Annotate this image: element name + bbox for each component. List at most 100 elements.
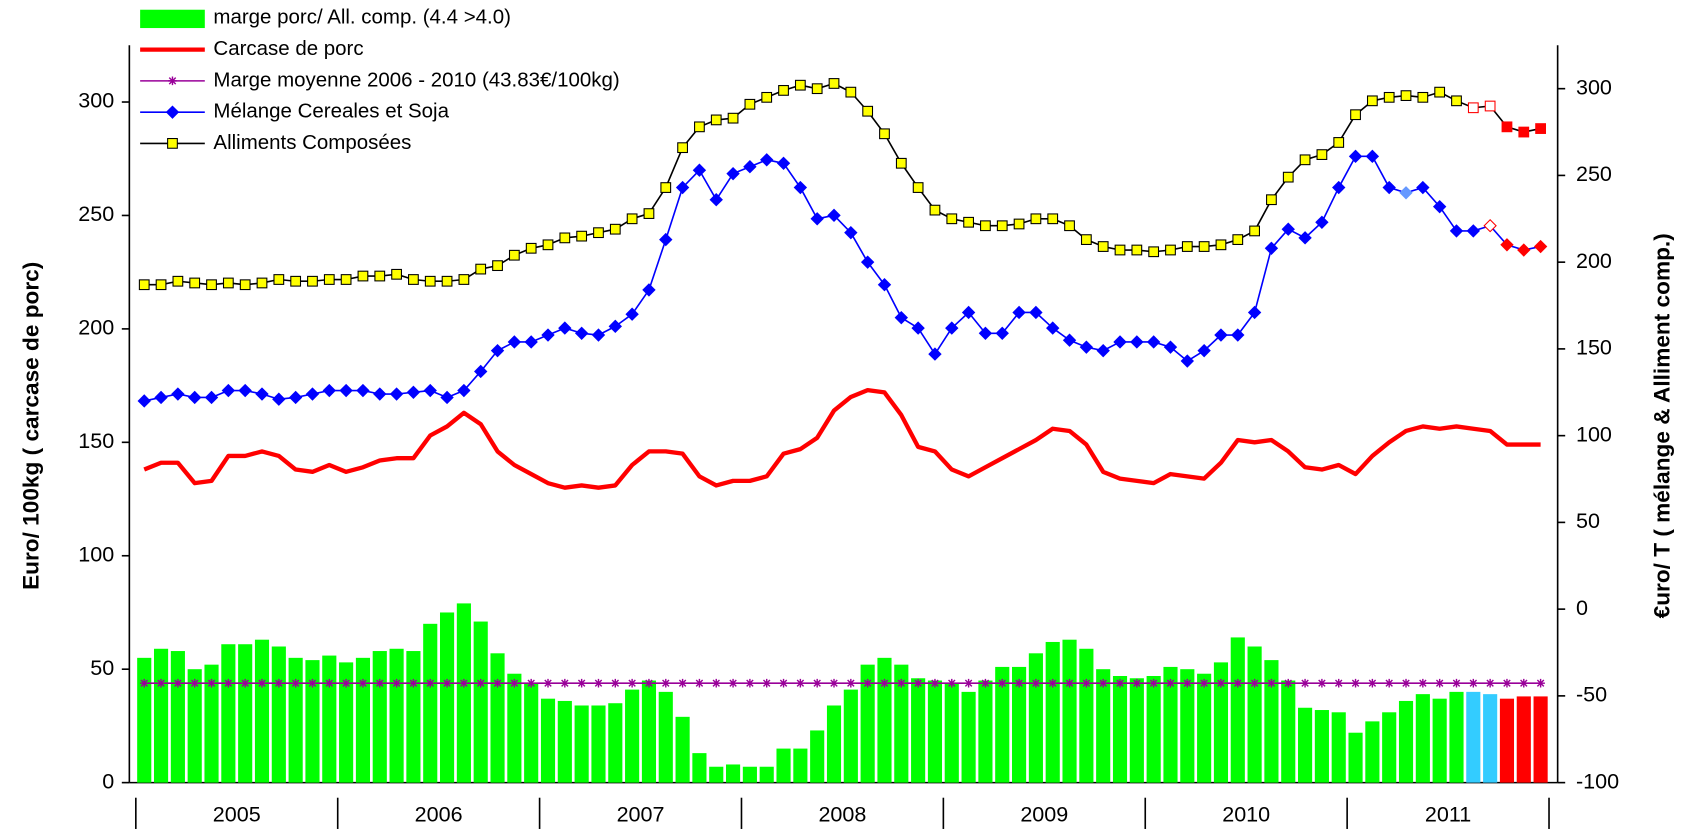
point-marker [1435, 678, 1444, 688]
point-marker [542, 239, 554, 251]
y2-tick-label: 250 [1576, 161, 1612, 186]
bar [473, 621, 488, 783]
bar [759, 766, 774, 783]
point-marker [776, 156, 791, 170]
legend-label: marge porc/ All. comp. (4.4 >4.0) [213, 6, 511, 29]
point-marker [677, 142, 688, 154]
point-marker [625, 307, 639, 321]
x-tick-label: 2005 [213, 802, 261, 827]
bar [1079, 648, 1094, 783]
point-marker [475, 263, 487, 275]
bar [423, 623, 438, 783]
point-marker [1198, 241, 1210, 252]
point-marker [928, 347, 942, 361]
point-marker [694, 121, 705, 133]
point-marker [425, 678, 435, 688]
bar [894, 664, 909, 783]
bar [961, 691, 976, 783]
point-marker [1400, 90, 1412, 102]
point-marker [609, 223, 621, 235]
x-tick-label: 2006 [415, 802, 463, 827]
bar [507, 673, 522, 783]
point-marker [441, 275, 453, 287]
point-marker [1267, 678, 1276, 688]
point-marker [559, 232, 571, 244]
bar [221, 644, 236, 783]
legend-label: Alliments Composées [213, 131, 411, 154]
point-marker [1065, 678, 1074, 688]
point-marker [726, 166, 740, 181]
point-marker [745, 678, 755, 688]
point-marker [459, 678, 469, 688]
x-tick-label: 2009 [1020, 802, 1068, 827]
y2-tick-label: 100 [1576, 421, 1612, 446]
bar [1045, 641, 1060, 783]
point-marker [1249, 225, 1260, 237]
point-marker [1113, 335, 1127, 349]
point-marker [997, 678, 1007, 688]
bar [978, 680, 993, 783]
point-marker [308, 678, 317, 688]
bar [137, 657, 152, 783]
point-marker [828, 78, 840, 89]
point-marker [980, 220, 991, 232]
point-marker [1098, 678, 1108, 688]
point-marker [1215, 239, 1227, 251]
point-marker [796, 678, 805, 688]
legend-label: Carcase de porc [213, 37, 363, 60]
point-marker [659, 232, 673, 247]
point-marker [558, 321, 572, 335]
point-marker [1146, 335, 1161, 349]
point-marker [778, 85, 789, 96]
point-marker [728, 678, 738, 688]
point-marker [424, 275, 436, 287]
point-marker [222, 277, 234, 289]
legend-marker [165, 105, 180, 119]
point-marker [996, 220, 1008, 232]
point-marker [762, 678, 772, 688]
bar [1180, 669, 1195, 783]
bar [1281, 680, 1296, 783]
point-marker [1029, 305, 1043, 320]
bar [1197, 673, 1212, 783]
point-marker [190, 678, 200, 688]
point-marker [1418, 678, 1428, 688]
point-marker [1014, 678, 1024, 688]
point-marker [1180, 354, 1195, 368]
point-marker [1283, 678, 1293, 688]
point-marker [1082, 678, 1091, 688]
point-marker [860, 255, 875, 269]
y2-tick-label: 300 [1576, 74, 1612, 99]
y-tick-label: 100 [78, 541, 114, 566]
point-marker [525, 242, 537, 254]
point-marker [963, 216, 974, 228]
point-marker [256, 277, 268, 289]
point-marker [207, 678, 216, 688]
legend-marker [167, 138, 178, 149]
y2-tick-label: 50 [1576, 508, 1600, 533]
bar [1247, 646, 1262, 783]
point-marker [1416, 180, 1430, 195]
point-marker [1467, 102, 1479, 114]
point-marker [760, 153, 774, 167]
point-marker [577, 678, 586, 688]
point-marker [288, 390, 303, 405]
point-marker [492, 260, 503, 272]
point-marker [593, 227, 604, 239]
point-marker [239, 279, 251, 291]
bar [826, 705, 842, 783]
bar [490, 653, 505, 783]
point-marker [373, 387, 387, 401]
point-marker [912, 182, 924, 193]
point-marker [810, 212, 824, 226]
point-marker [1231, 328, 1245, 342]
point-marker [560, 678, 570, 688]
x-tick-label: 2011 [1425, 802, 1471, 827]
point-marker [1300, 678, 1310, 688]
y2-tick-label: 200 [1576, 248, 1612, 273]
bar [254, 639, 270, 783]
point-marker [961, 305, 976, 320]
point-marker [224, 678, 233, 688]
bar [1028, 653, 1043, 783]
point-marker [188, 390, 202, 405]
